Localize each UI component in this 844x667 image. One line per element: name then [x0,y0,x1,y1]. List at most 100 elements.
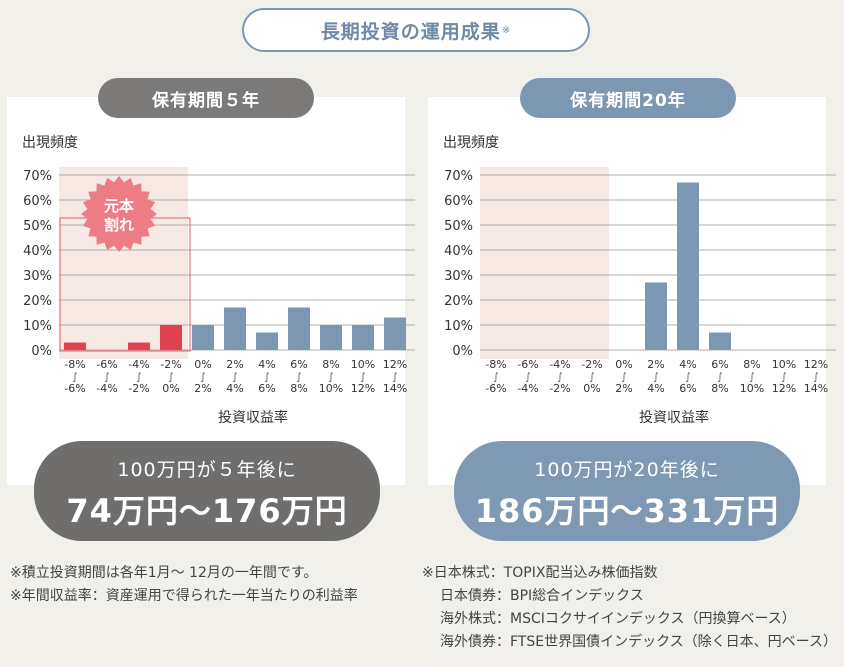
x-tick-label-to-5yr: 0% [162,382,179,395]
x-tick-label-to-5yr: 4% [226,382,243,395]
x-tick-label-to-5yr: 14% [383,382,407,395]
x-tick-label-from-5yr: -4% [128,358,149,371]
x-tick-label-to-5yr: 10% [319,382,343,395]
y-tick-label-20yr: 30% [444,269,473,284]
x-tick-label-from-20yr: 6% [711,358,728,371]
bar-5yr [256,332,278,350]
x-tick-tilde-5yr: ∫ [360,372,365,383]
x-tick-label-from-20yr: 0% [615,358,632,371]
x-tick-label-from-5yr: -6% [96,358,117,371]
y-axis-label-5yr: 出現頻度 [22,135,78,151]
x-tick-tilde-20yr: ∫ [621,372,626,383]
result-range-5yr: 74万円〜176万円 [66,492,348,530]
x-tick-label-from-5yr: 12% [383,358,407,371]
result-range-20yr: 186万円〜331万円 [474,492,780,530]
notes-right: ※日本株式：TOPIX配当込み株価指数 日本債券：BPI総合インデックス 海外株… [422,562,837,654]
x-tick-label-from-20yr: -6% [517,358,538,371]
x-tick-tilde-20yr: ∫ [589,372,594,383]
bar-5yr [128,342,150,350]
x-tick-label-to-20yr: 8% [711,382,728,395]
y-axis-label-20yr: 出現頻度 [443,135,499,151]
x-tick-label-from-20yr: 10% [772,358,796,371]
y-tick-label-5yr: 70% [23,169,52,184]
x-tick-tilde-5yr: ∫ [296,372,301,383]
bar-20yr [677,182,699,350]
x-tick-label-from-5yr: 0% [194,358,211,371]
result-box-20yr: 100万円が20年後に 186万円〜331万円 [454,441,800,541]
x-tick-label-to-5yr: -4% [96,382,117,395]
y-tick-label-5yr: 50% [23,219,52,234]
x-tick-label-to-20yr: 10% [740,382,764,395]
result-box-5yr: 100万円が５年後に 74万円〜176万円 [34,441,380,541]
x-tick-label-to-20yr: -2% [549,382,570,395]
y-tick-label-20yr: 70% [444,169,473,184]
x-tick-tilde-20yr: ∫ [781,372,786,383]
bar-5yr [384,317,406,350]
x-tick-label-to-20yr: 6% [679,382,696,395]
notes-left: ※積立投資期間は各年1月〜 12月の一年間です。 ※年間収益率：資産運用で得られ… [10,562,358,608]
x-tick-tilde-20yr: ∫ [749,372,754,383]
x-tick-tilde-5yr: ∫ [200,372,205,383]
note-intl-stock: 海外株式：MSCIコクサイインデックス（円換算ベース） [440,611,796,627]
x-tick-label-to-5yr: 8% [290,382,307,395]
note-return-rate: ※年間収益率：資産運用で得られた一年当たりの利益率 [10,588,358,604]
bar-20yr [709,332,731,350]
x-tick-tilde-20yr: ∫ [685,372,690,383]
x-tick-label-from-5yr: -8% [64,358,85,371]
x-tick-label-to-20yr: 2% [615,382,632,395]
note-period: ※積立投資期間は各年1月〜 12月の一年間です。 [10,565,318,581]
x-tick-tilde-20yr: ∫ [717,372,722,383]
x-tick-label-to-5yr: 2% [194,382,211,395]
period-label-20yr: 保有期間20年 [520,78,736,118]
y-tick-label-5yr: 40% [23,244,52,259]
x-tick-tilde-20yr: ∫ [493,372,498,383]
page-title-text: 長期投資の運用成果 [320,20,501,43]
x-tick-label-from-5yr: 10% [351,358,375,371]
title-note-mark: ※ [501,24,512,36]
x-tick-label-to-20yr: 4% [647,382,664,395]
x-tick-label-from-20yr: 4% [679,358,696,371]
y-tick-label-20yr: 20% [444,294,473,309]
y-tick-label-5yr: 20% [23,294,52,309]
x-tick-label-from-5yr: 8% [322,358,339,371]
x-tick-tilde-5yr: ∫ [104,372,109,383]
x-tick-label-from-5yr: 4% [258,358,275,371]
x-tick-label-from-20yr: 12% [804,358,828,371]
x-tick-label-from-5yr: -2% [160,358,181,371]
result-line1-20yr: 100万円が20年後に [534,459,720,481]
x-tick-tilde-5yr: ∫ [136,372,141,383]
x-tick-label-from-20yr: 2% [647,358,664,371]
x-tick-label-to-5yr: 6% [258,382,275,395]
x-tick-tilde-5yr: ∫ [72,372,77,383]
y-tick-label-20yr: 60% [444,194,473,209]
x-tick-tilde-5yr: ∫ [232,372,237,383]
x-tick-label-from-5yr: 6% [290,358,307,371]
x-tick-tilde-5yr: ∫ [328,372,333,383]
bar-5yr [64,342,86,350]
x-tick-label-to-20yr: -6% [485,382,506,395]
y-tick-label-5yr: 30% [23,269,52,284]
x-tick-tilde-5yr: ∫ [264,372,269,383]
y-tick-label-5yr: 60% [23,194,52,209]
x-tick-label-to-20yr: 0% [583,382,600,395]
y-tick-label-20yr: 40% [444,244,473,259]
x-tick-tilde-20yr: ∫ [813,372,818,383]
note-intl-bond: 海外債券：FTSE世界国債インデックス（除く日本、円ベース） [440,634,837,650]
result-line1-5yr: 100万円が５年後に [117,459,297,481]
x-tick-label-to-20yr: -4% [517,382,538,395]
x-tick-tilde-5yr: ∫ [392,372,397,383]
x-tick-tilde-5yr: ∫ [168,372,173,383]
note-jp-stock: ※日本株式：TOPIX配当込み株価指数 [422,565,658,581]
bar-5yr [224,307,246,350]
x-tick-tilde-20yr: ∫ [525,372,530,383]
loss-stamp-text-line2: 割れ [104,216,134,234]
x-tick-tilde-20yr: ∫ [653,372,658,383]
y-tick-label-5yr: 10% [23,319,52,334]
x-tick-label-from-20yr: 8% [743,358,760,371]
x-tick-label-from-20yr: -4% [549,358,570,371]
y-tick-label-20yr: 0% [452,344,473,359]
loss-stamp-badge [81,176,157,252]
bar-20yr [645,282,667,350]
y-tick-label-5yr: 0% [31,344,52,359]
